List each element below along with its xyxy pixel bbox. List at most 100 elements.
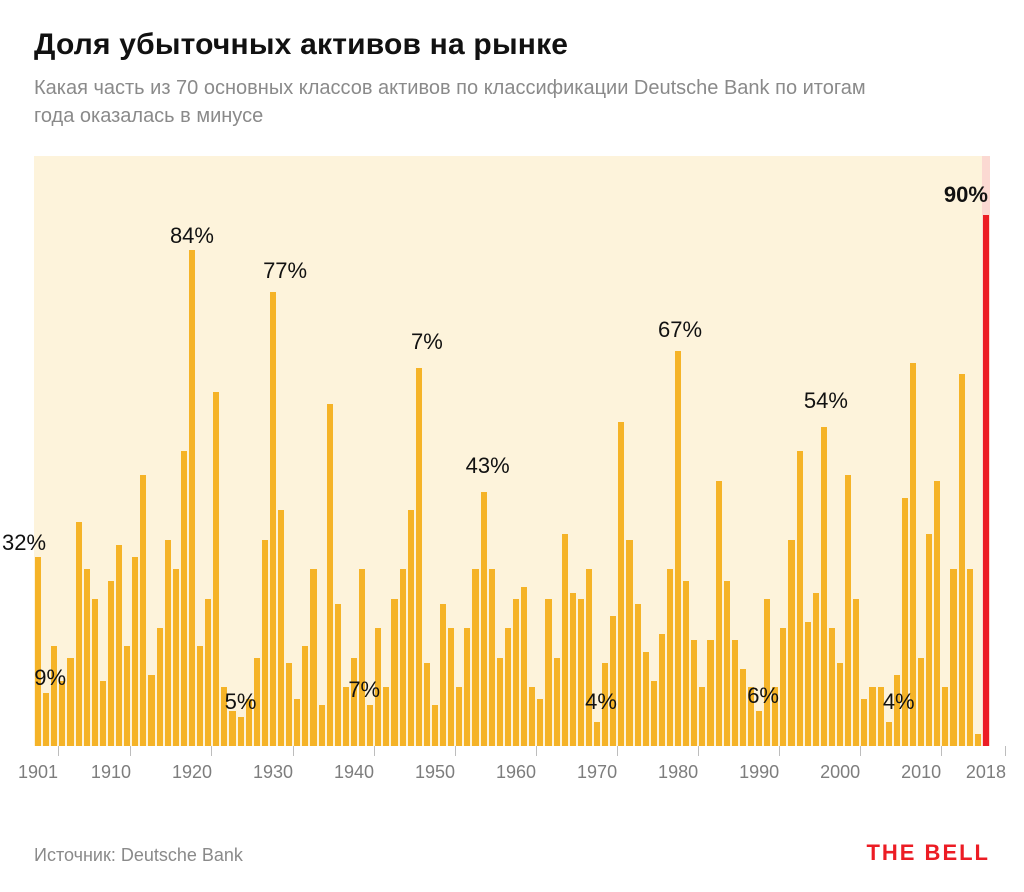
x-tick: 1901	[38, 746, 78, 783]
value-label: 4%	[883, 689, 915, 715]
tick-mark	[860, 746, 861, 756]
bar	[278, 510, 284, 746]
x-tick: 1950	[435, 746, 475, 783]
bar	[302, 646, 308, 746]
x-tick-label: 2018	[966, 762, 1006, 783]
bar	[805, 622, 811, 746]
bar	[845, 475, 851, 746]
bar	[813, 593, 819, 746]
value-label: 9%	[34, 665, 66, 691]
x-axis: 1901191019201930194019501960197019801990…	[34, 746, 990, 786]
bar	[286, 663, 292, 746]
bar	[464, 628, 470, 746]
x-tick-label: 1960	[496, 762, 536, 783]
bar	[521, 587, 527, 746]
bar	[359, 569, 365, 746]
tick-mark	[617, 746, 618, 756]
x-tick-label: 1910	[91, 762, 131, 783]
bar	[699, 687, 705, 746]
x-tick: 1910	[111, 746, 151, 783]
x-tick: 2000	[840, 746, 880, 783]
bar	[829, 628, 835, 746]
bar	[132, 557, 138, 746]
bar	[262, 540, 268, 747]
tick-mark	[1005, 746, 1006, 756]
bar	[327, 404, 333, 746]
bar	[124, 646, 130, 746]
bar	[554, 658, 560, 747]
x-tick-label: 1970	[577, 762, 617, 783]
value-label: 77%	[263, 258, 307, 284]
bar	[229, 711, 235, 746]
bar	[821, 427, 827, 746]
bar	[918, 658, 924, 747]
bar	[959, 374, 965, 746]
brand-logo: THE BELL	[866, 840, 990, 866]
bar	[797, 451, 803, 746]
bar	[416, 368, 422, 746]
bar	[213, 392, 219, 746]
value-label: 43%	[466, 453, 510, 479]
bar	[43, 693, 49, 746]
bar	[140, 475, 146, 746]
bar	[448, 628, 454, 746]
bar	[610, 616, 616, 746]
bar	[319, 705, 325, 746]
x-tick-label: 1940	[334, 762, 374, 783]
tick-mark	[58, 746, 59, 756]
bar	[181, 451, 187, 746]
value-label: 6%	[747, 683, 779, 709]
bar	[626, 540, 632, 747]
bar	[205, 599, 211, 747]
tick-mark	[293, 746, 294, 756]
x-tick-label: 2010	[901, 762, 941, 783]
bar	[651, 681, 657, 746]
bar	[165, 540, 171, 747]
bar	[756, 711, 762, 746]
tick-mark	[130, 746, 131, 756]
bar	[861, 699, 867, 746]
bar	[967, 569, 973, 746]
value-label: 7%	[348, 677, 380, 703]
bar	[732, 640, 738, 746]
bar	[675, 351, 681, 746]
bar	[950, 569, 956, 746]
bar	[780, 628, 786, 746]
x-tick-label: 1980	[658, 762, 698, 783]
bar	[189, 250, 195, 746]
bar-highlight	[983, 215, 989, 746]
bar	[84, 569, 90, 746]
bar	[383, 687, 389, 746]
bar	[578, 599, 584, 747]
tick-mark	[779, 746, 780, 756]
tick-mark	[698, 746, 699, 756]
bar	[562, 534, 568, 746]
bar	[740, 669, 746, 746]
bar	[505, 628, 511, 746]
x-tick-label: 1930	[253, 762, 293, 783]
bar	[529, 687, 535, 746]
bar	[481, 492, 487, 746]
chart-subtitle: Какая часть из 70 основных классов актив…	[34, 74, 874, 130]
bar	[76, 522, 82, 746]
tick-mark	[941, 746, 942, 756]
bar	[886, 722, 892, 746]
bar	[67, 658, 73, 747]
bar	[594, 722, 600, 746]
value-label: 7%	[411, 329, 443, 355]
bar	[440, 604, 446, 746]
bar	[635, 604, 641, 746]
bar	[157, 628, 163, 746]
bars-layer: 32%9%84%5%77%7%7%43%4%67%6%54%4%90%	[34, 156, 990, 746]
bar	[667, 569, 673, 746]
x-tick: 1930	[273, 746, 313, 783]
bar	[869, 687, 875, 746]
bar	[618, 422, 624, 747]
bar	[294, 699, 300, 746]
bar	[853, 599, 859, 747]
bar	[472, 569, 478, 746]
bar	[489, 569, 495, 746]
value-label: 32%	[2, 530, 46, 556]
bar	[837, 663, 843, 746]
x-tick: 1960	[516, 746, 556, 783]
